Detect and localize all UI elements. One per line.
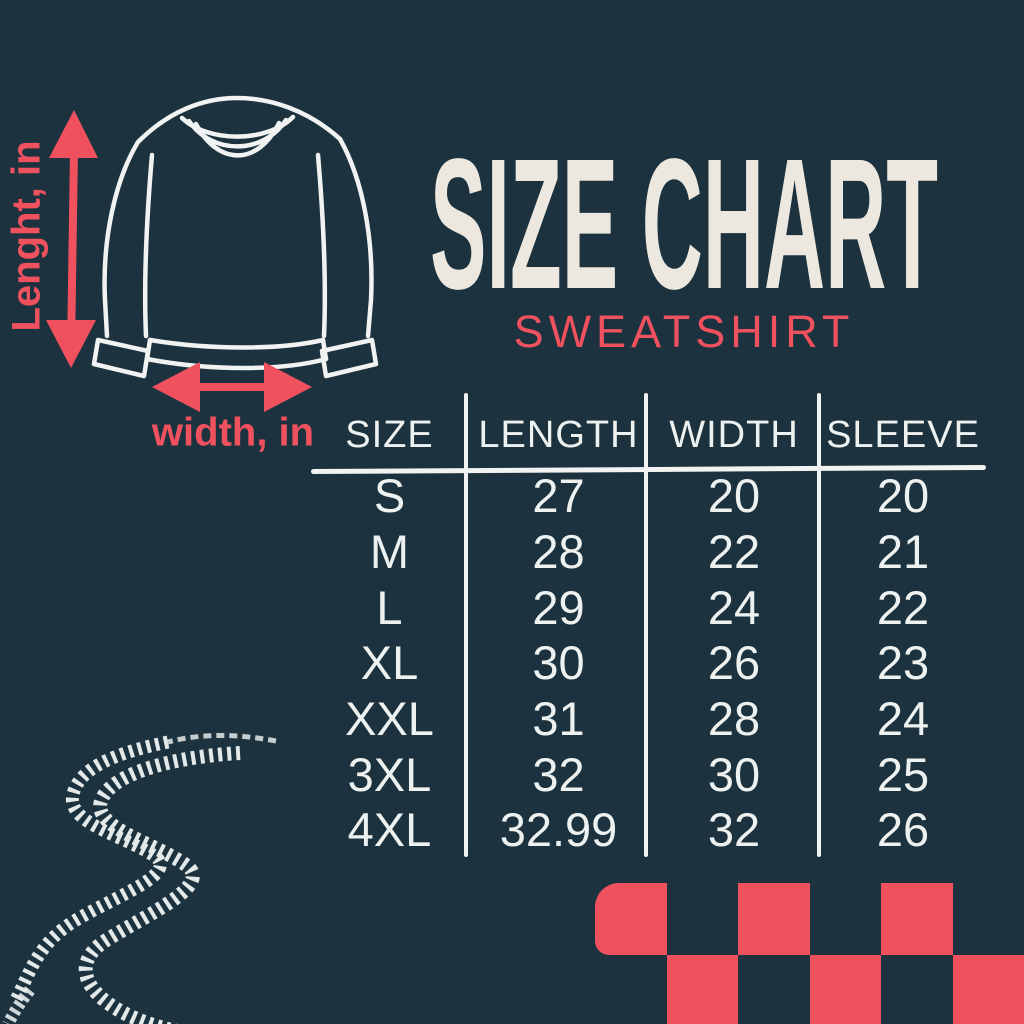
checker-square bbox=[738, 883, 810, 955]
sleeve-cell: 26 bbox=[876, 803, 930, 857]
checker-square bbox=[809, 954, 881, 1024]
size-cell: XL bbox=[360, 636, 419, 690]
width-cell: 26 bbox=[707, 636, 761, 690]
sleeve-cell: 23 bbox=[876, 636, 930, 690]
size-cell: 3XL bbox=[347, 747, 432, 801]
double-headed-horizontal-arrow-icon bbox=[152, 362, 312, 412]
checker-square bbox=[881, 883, 953, 955]
size-cell: L bbox=[376, 580, 403, 634]
svg-text:SIZE CHART: SIZE CHART bbox=[430, 150, 938, 300]
checker-square bbox=[595, 955, 667, 1024]
column-header-sleeve: SLEEVE bbox=[826, 414, 980, 456]
sleeve-cell: 20 bbox=[876, 469, 930, 523]
table-divider-vertical-2 bbox=[644, 393, 648, 857]
measurement-diagram bbox=[46, 95, 379, 412]
column-header-size: SIZE bbox=[345, 414, 434, 456]
size-cell: M bbox=[369, 525, 410, 579]
sleeve-cell: 25 bbox=[876, 747, 930, 801]
sweatshirt-outline-icon bbox=[91, 95, 379, 379]
length-cell: 27 bbox=[532, 469, 585, 523]
length-cell: 31 bbox=[532, 692, 585, 746]
double-headed-vertical-arrow-icon bbox=[46, 110, 98, 368]
length-cell: 30 bbox=[532, 636, 585, 690]
checker-square bbox=[595, 883, 667, 955]
size-cell: S bbox=[373, 469, 406, 523]
sleeve-cell: 24 bbox=[876, 692, 930, 746]
length-cell: 29 bbox=[532, 580, 585, 634]
checker-square bbox=[666, 954, 738, 1024]
length-cell: 32 bbox=[532, 747, 585, 801]
length-cell: 28 bbox=[532, 525, 585, 579]
tire-tracks-decoration bbox=[2, 733, 277, 1024]
width-cell: 30 bbox=[707, 747, 761, 801]
width-cell: 32 bbox=[707, 803, 761, 857]
length-cell: 32.99 bbox=[499, 803, 618, 857]
sleeve-cell: 22 bbox=[876, 580, 930, 634]
table-divider-vertical-1 bbox=[464, 393, 468, 857]
column-header-width: WIDTH bbox=[669, 414, 799, 456]
checker-square bbox=[953, 883, 1024, 955]
table-divider-vertical-3 bbox=[817, 393, 821, 857]
width-cell: 22 bbox=[707, 525, 761, 579]
header: SIZE CHART SWEATSHIRT bbox=[424, 150, 944, 358]
page-title: SIZE CHART bbox=[430, 150, 938, 300]
width-cell: 24 bbox=[707, 580, 761, 634]
size-cell: 4XL bbox=[347, 803, 432, 857]
size-table: SIZE LENGTH WIDTH SLEEVE S 27 20 20 M 28… bbox=[310, 403, 986, 858]
width-cell: 20 bbox=[707, 469, 761, 523]
column-header-length: LENGTH bbox=[478, 414, 639, 456]
checker-square bbox=[667, 883, 739, 955]
length-axis-label: Lenght, in bbox=[4, 140, 49, 332]
width-axis-label: width, in bbox=[151, 410, 315, 455]
checkered-flag-decoration bbox=[595, 883, 1024, 1024]
checker-square bbox=[810, 883, 882, 955]
width-cell: 28 bbox=[707, 692, 761, 746]
size-cell: XXL bbox=[345, 692, 434, 746]
page-subtitle: SWEATSHIRT bbox=[513, 306, 855, 357]
checker-square bbox=[952, 954, 1024, 1024]
sleeve-cell: 21 bbox=[876, 525, 930, 579]
checker-square bbox=[881, 955, 953, 1024]
checker-square bbox=[738, 955, 810, 1024]
